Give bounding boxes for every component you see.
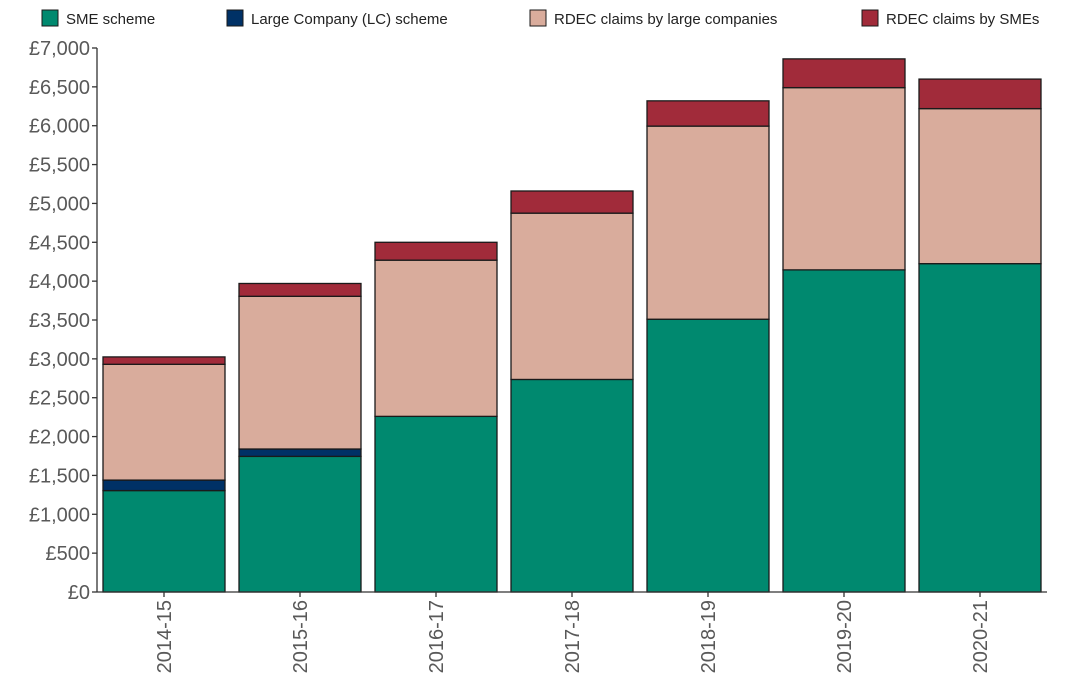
bar-stack-2017-18 <box>510 190 634 593</box>
y-tick-label: £5,000 <box>29 193 90 215</box>
x-tick-label: 2020-21 <box>970 600 992 673</box>
legend-swatch-sme-scheme <box>41 9 59 27</box>
bar-segment-large-company-lc-scheme <box>238 448 362 458</box>
x-tick-label: 2015-16 <box>290 600 312 673</box>
y-axis: £0 £500 £1,000 £1,500 £2,000 £2,500 £3,000 £3,5… <box>29 38 98 604</box>
bar-segment-rdec-claims-by-smes <box>918 78 1042 110</box>
bar-segment-sme-scheme <box>238 455 362 593</box>
bar-stack-2020-21 <box>918 78 1042 593</box>
y-tick-label: £3,500 <box>29 310 90 332</box>
legend-item-rdec-claims-by-large-companies: RDEC claims by large companies <box>529 9 777 28</box>
bar-segment-rdec-claims-by-large-companies <box>918 107 1042 265</box>
bar-segment-rdec-claims-by-large-companies <box>374 259 498 418</box>
bar-segment-rdec-claims-by-large-companies <box>238 295 362 450</box>
x-tick-label: 2014-15 <box>154 600 176 673</box>
bar-segment-sme-scheme <box>782 269 906 593</box>
bar-segment-rdec-claims-by-large-companies <box>782 86 906 271</box>
legend-label: Large Company (LC) scheme <box>251 11 448 28</box>
y-tick-label: £3,000 <box>29 349 90 371</box>
legend-item-rdec-claims-by-smes: RDEC claims by SMEs <box>861 9 1039 28</box>
x-tick-label: 2016-17 <box>426 600 448 673</box>
bar-segment-rdec-claims-by-smes <box>782 58 906 89</box>
legend-label: SME scheme <box>66 11 155 28</box>
bar-segment-large-company-lc-scheme <box>102 479 226 492</box>
legend-label: RDEC claims by SMEs <box>886 11 1039 28</box>
bar-stack-2016-17 <box>374 241 498 593</box>
bar-segment-rdec-claims-by-smes <box>510 190 634 214</box>
bar-stack-2015-16 <box>238 282 362 593</box>
x-axis: 2014-15 2015-16 2016-17 2017-18 2018-19 2019-… <box>97 591 1047 673</box>
bar-stack-2019-20 <box>782 58 906 593</box>
y-tick-label: £2,500 <box>29 388 90 410</box>
bar-segment-sme-scheme <box>918 263 1042 593</box>
bar-segment-sme-scheme <box>374 415 498 593</box>
bar-group <box>102 58 1042 593</box>
bar-segment-rdec-claims-by-large-companies <box>102 363 226 481</box>
x-tick-label: 2018-19 <box>698 600 720 673</box>
y-tick-label: £4,000 <box>29 271 90 293</box>
bar-segment-rdec-claims-by-smes <box>374 241 498 261</box>
bar-segment-rdec-claims-by-large-companies <box>646 125 770 320</box>
legend-label: RDEC claims by large companies <box>554 11 777 28</box>
y-tick-label: £5,500 <box>29 155 90 177</box>
bar-segment-rdec-claims-by-large-companies <box>510 212 634 381</box>
y-tick-label: £2,000 <box>29 427 90 449</box>
bar-segment-sme-scheme <box>102 489 226 593</box>
y-tick-label: £6,500 <box>29 77 90 99</box>
bar-stack-2018-19 <box>646 100 770 593</box>
y-tick-label: £1,000 <box>29 504 90 526</box>
y-tick-label: £1,500 <box>29 465 90 487</box>
y-tick-label: £7,000 <box>29 38 90 60</box>
x-tick-label: 2017-18 <box>562 600 584 673</box>
chart-legend: SME scheme Large Company (LC) scheme RDEC … <box>41 9 1039 28</box>
bar-segment-sme-scheme <box>510 378 634 593</box>
bar-segment-sme-scheme <box>646 318 770 593</box>
x-tick-label: 2019-20 <box>834 600 856 673</box>
y-tick-label: £4,500 <box>29 232 90 254</box>
y-tick-label: £500 <box>46 543 91 565</box>
bar-segment-rdec-claims-by-smes <box>102 356 226 365</box>
legend-swatch-rdec-claims-by-smes <box>861 9 879 27</box>
y-tick-label: £0 <box>68 582 90 604</box>
legend-item-large-company-lc-scheme: Large Company (LC) scheme <box>226 9 448 28</box>
bar-stack-2014-15 <box>102 356 226 593</box>
legend-swatch-large-company-lc-scheme <box>226 9 244 27</box>
legend-item-sme-scheme: SME scheme <box>41 9 155 28</box>
bar-segment-rdec-claims-by-smes <box>238 282 362 297</box>
legend-swatch-rdec-claims-by-large-companies <box>529 9 547 27</box>
y-tick-label: £6,000 <box>29 116 90 138</box>
bar-segment-rdec-claims-by-smes <box>646 100 770 127</box>
